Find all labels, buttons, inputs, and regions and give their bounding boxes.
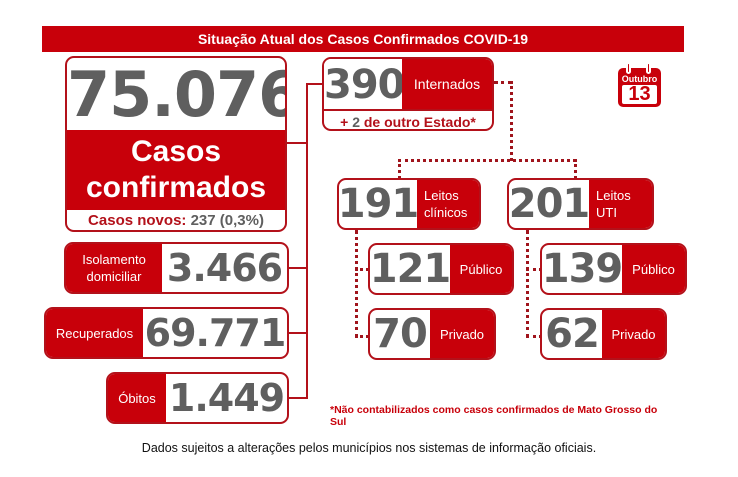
calendar-month: Outubro [621,74,658,84]
dotted-connector [526,230,529,338]
deaths-value: 1.449 [168,376,285,420]
clinical-private-card: 70 Privado [368,308,496,360]
clinical-private-value: 70 [373,311,428,357]
home-isolation-value: 3.466 [166,246,283,290]
icu-beds-card: 201 Leitos UTI [507,178,654,230]
dotted-connector [494,81,512,84]
icu-beds-value: 201 [508,181,590,227]
label-line2: clínicos [424,205,468,220]
dotted-connector [526,335,542,338]
other-state-value: 2 [352,114,360,130]
icu-public-value: 139 [541,246,623,292]
deaths-card: Óbitos 1.449 [106,372,289,424]
connector-line [288,267,307,269]
calendar-ring-right [646,62,651,74]
dotted-connector [526,268,542,271]
confirmed-label-line1: Casos [130,135,222,168]
clinical-beds-value: 191 [337,181,419,227]
dotted-connector [355,268,369,271]
hospitalized-value: 390 [324,59,406,109]
footer-disclaimer: Dados sujeitos a alterações pelos municí… [141,441,597,455]
other-state-label: de outro Estado* [363,114,476,130]
icu-beds-label: Leitos UTI [589,180,652,228]
icu-private-value: 62 [545,311,600,357]
confirmed-label-line2: confirmados [85,171,267,204]
hospitalized-card: 390 Internados + 2 de outro Estado* [322,57,494,131]
icu-public-label: Público [622,245,685,293]
label-line1: Leitos [424,188,459,203]
recovered-label: Recuperados [46,309,143,357]
connector-line [288,397,308,399]
dotted-connector [574,159,577,179]
new-cases-label: Casos novos: [88,212,187,229]
connector-line [288,332,307,334]
page-title: Situação Atual dos Casos Confirmados COV… [42,26,684,52]
recovered-value: 69.771 [144,311,287,355]
new-cases-value: 237 (0,3%) [190,212,264,229]
dotted-connector [398,159,401,179]
plus-sign: + [340,114,349,130]
footnote: *Não contabilizados como casos confirmad… [330,404,658,428]
clinical-public-value: 121 [369,246,451,292]
confirmed-label: Casos confirmados [67,130,285,210]
label-line2: domiciliar [86,269,142,284]
clinical-public-label: Público [450,245,512,293]
home-isolation-card: Isolamento domiciliar 3.466 [64,242,289,294]
deaths-label: Óbitos [108,374,166,422]
dotted-connector [510,81,513,161]
clinical-private-label: Privado [430,310,494,358]
label-line2: UTI [596,205,617,220]
dotted-connector [398,159,576,162]
icu-private-card: 62 Privado [540,308,667,360]
hospitalized-label: Internados [402,59,492,109]
dotted-connector [355,230,358,338]
connector-line [306,83,323,85]
connector-line [287,142,308,144]
clinical-beds-card: 191 Leitos clínicos [337,178,481,230]
other-state: + 2 de outro Estado* [324,109,492,130]
icu-private-label: Privado [602,310,665,358]
dotted-connector [355,335,369,338]
clinical-beds-label: Leitos clínicos [417,180,479,228]
icu-public-card: 139 Público [540,243,687,295]
calendar-icon: Outubro 13 [618,62,661,107]
label-line1: Isolamento [82,252,146,267]
calendar-day: 13 [622,84,657,104]
home-isolation-label: Isolamento domiciliar [66,244,162,292]
new-cases: Casos novos: 237 (0,3%) [67,210,285,230]
recovered-card: Recuperados 69.771 [44,307,289,359]
confirmed-total: 75.076 [67,58,287,131]
confirmed-cases-card: 75.076 Casos confirmados Casos novos: 23… [65,56,287,232]
label-line1: Leitos [596,188,631,203]
calendar-ring-left [626,62,631,74]
connector-trunk [306,83,308,399]
clinical-public-card: 121 Público [368,243,514,295]
